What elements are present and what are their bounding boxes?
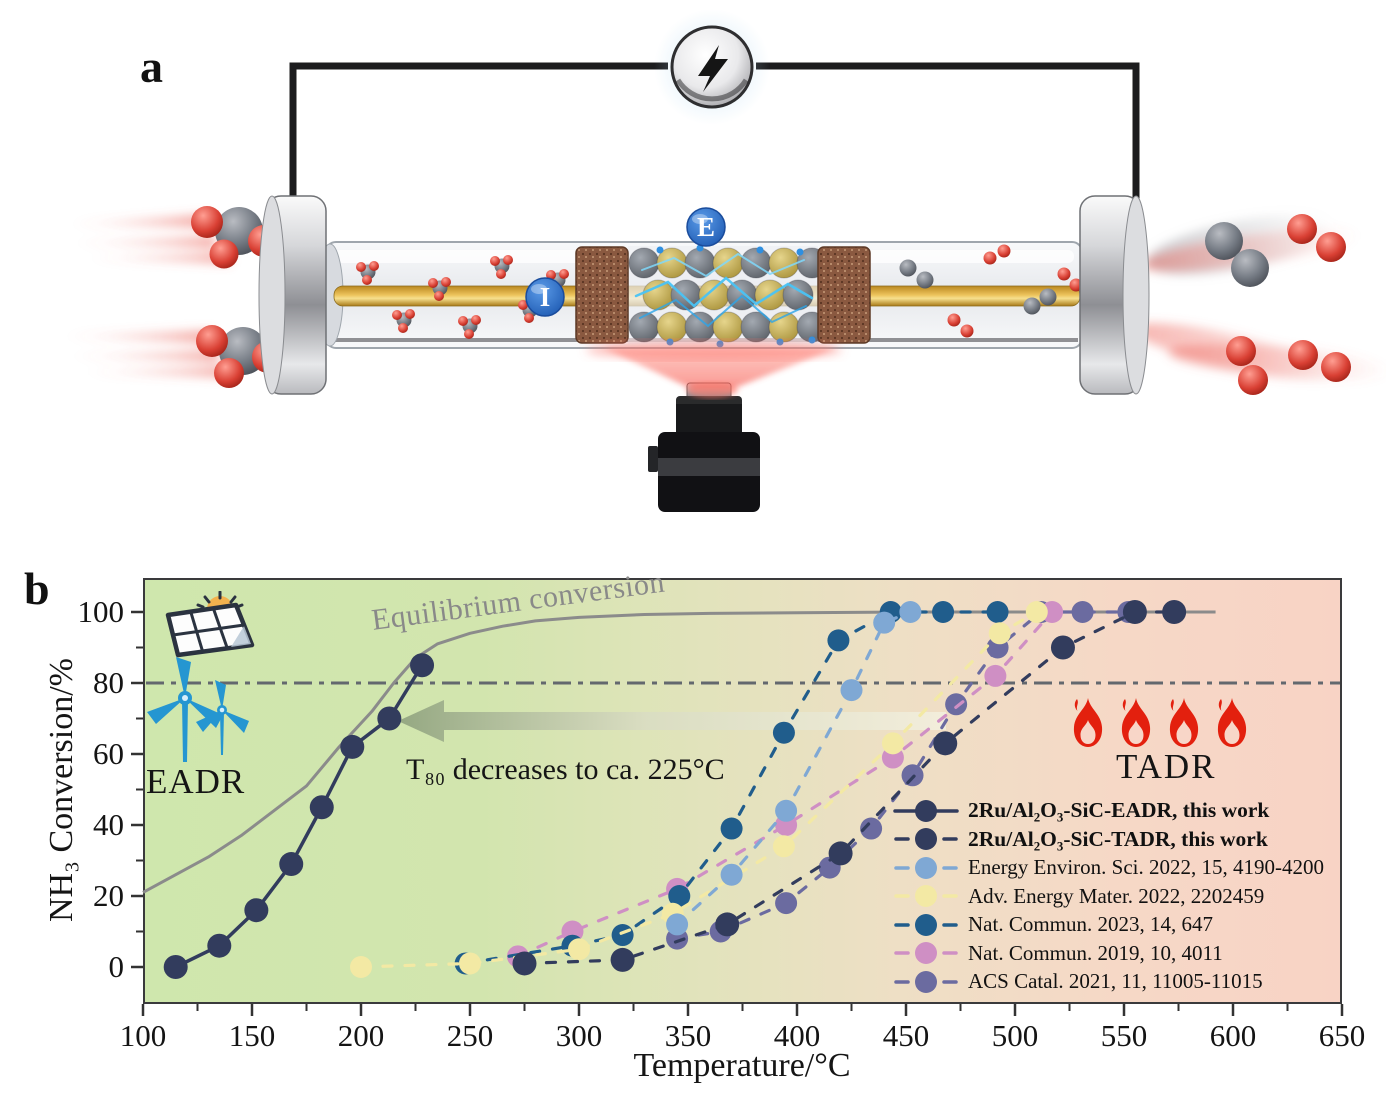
x-axis-title: Temperature/°C bbox=[633, 1047, 851, 1084]
legend-marker bbox=[894, 913, 958, 936]
legend-marker bbox=[894, 942, 958, 965]
panel-a-label: a bbox=[140, 41, 163, 92]
x-tick-label: 650 bbox=[1319, 1018, 1366, 1053]
legend-label: Adv. Energy Mater. 2022, 2202459 bbox=[968, 883, 1265, 908]
y-tick-label: 60 bbox=[93, 736, 124, 771]
flame-icons bbox=[1073, 698, 1247, 747]
eadr-label: EADR bbox=[146, 762, 246, 801]
legend: 2Ru/Al₂O₃-SiC-EADR, this work 2Ru/Al₂O₃-S… bbox=[893, 797, 1363, 1002]
y-tick-label: 100 bbox=[78, 594, 125, 629]
x-tick-label: 600 bbox=[1210, 1018, 1257, 1053]
legend-marker bbox=[894, 970, 958, 993]
legend-item: Adv. Energy Mater. 2022, 2202459 bbox=[893, 883, 1264, 910]
legend-marker bbox=[894, 828, 958, 851]
legend-marker bbox=[894, 885, 958, 908]
legend-label: 2Ru/Al₂O₃-SiC-TADR, this work bbox=[968, 826, 1268, 851]
lightning-bolt-icon bbox=[698, 45, 728, 92]
y-tick-label: 0 bbox=[109, 949, 125, 984]
n2-h2-molecules-outlet bbox=[1205, 214, 1351, 395]
legend-marker bbox=[894, 856, 958, 879]
power-wires bbox=[289, 62, 1140, 210]
svg-text:I: I bbox=[540, 282, 551, 312]
x-tick-label: 450 bbox=[883, 1018, 930, 1053]
power-ring-shade bbox=[675, 78, 749, 102]
legend-label: Nat. Commun. 2019, 10, 4011 bbox=[968, 940, 1223, 965]
legend-label: Nat. Commun. 2023, 14, 647 bbox=[968, 912, 1213, 937]
electrode-badge-e: E bbox=[686, 207, 726, 247]
y-tick-label: 80 bbox=[93, 665, 124, 700]
svg-text:E: E bbox=[697, 212, 715, 242]
x-tick-label: 150 bbox=[229, 1018, 276, 1053]
t80-annotation: T₈₀ decreases to ca. 225°C bbox=[406, 753, 725, 786]
legend-label: Energy Environ. Sci. 2022, 15, 4190-4200 bbox=[968, 855, 1324, 880]
legend-item: Energy Environ. Sci. 2022, 15, 4190-4200 bbox=[893, 854, 1324, 881]
inlet-molecule-trails bbox=[60, 214, 232, 378]
legend-item: 2Ru/Al₂O₃-SiC-EADR, this work bbox=[893, 797, 1269, 824]
plasma-arcs bbox=[634, 252, 814, 328]
x-tick-label: 100 bbox=[120, 1018, 167, 1053]
y-axis-title: NH₃ Conversion/% bbox=[43, 658, 80, 922]
wind-turbine-icon bbox=[147, 657, 249, 762]
electrode-badge-i: I bbox=[525, 277, 565, 317]
legend-item: Nat. Commun. 2023, 14, 647 bbox=[893, 911, 1213, 938]
legend-marker bbox=[893, 799, 959, 822]
x-tick-label: 500 bbox=[992, 1018, 1039, 1053]
legend-label: 2Ru/Al₂O₃-SiC-EADR, this work bbox=[968, 798, 1270, 822]
tadr-label: TADR bbox=[1116, 747, 1217, 786]
reactor-diagram: E I bbox=[60, 9, 1386, 512]
x-tick-label: 250 bbox=[447, 1018, 494, 1053]
legend-item: 2Ru/Al₂O₃-SiC-TADR, this work bbox=[893, 826, 1268, 853]
quartz-wool-plug-right bbox=[817, 246, 871, 344]
legend-item: ACS Catal. 2021, 11, 11005-11015 bbox=[893, 968, 1263, 995]
panel-b-label: b bbox=[24, 563, 50, 614]
y-tick-label: 40 bbox=[93, 807, 124, 842]
ir-camera-icon bbox=[648, 382, 760, 512]
x-tick-label: 200 bbox=[338, 1018, 385, 1053]
legend-item: Nat. Commun. 2019, 10, 4011 bbox=[893, 940, 1223, 967]
x-tick-label: 300 bbox=[556, 1018, 603, 1053]
x-tick-label: 550 bbox=[1101, 1018, 1148, 1053]
solar-panel-icon bbox=[165, 591, 255, 658]
y-tick-label: 20 bbox=[93, 878, 124, 913]
heat-cone bbox=[586, 340, 842, 398]
flange-right bbox=[1079, 195, 1150, 395]
quartz-wool-plug-left bbox=[575, 246, 629, 344]
legend-label: ACS Catal. 2021, 11, 11005-11015 bbox=[968, 969, 1263, 994]
flange-left bbox=[258, 195, 327, 395]
